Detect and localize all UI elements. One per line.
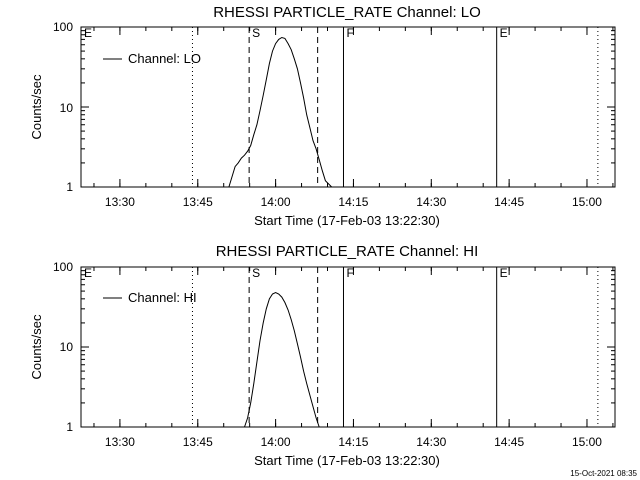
y-tick-label: 10 xyxy=(60,340,74,354)
y-axis: 100 10 1 xyxy=(53,20,615,194)
data-line xyxy=(244,291,320,428)
y-tick-label: 1 xyxy=(66,180,73,194)
legend-label: Channel: HI xyxy=(128,290,197,305)
y-axis-title: Counts/sec xyxy=(29,314,44,380)
marker-label: S xyxy=(252,26,260,40)
y-tick-label: 100 xyxy=(53,260,73,274)
series-line xyxy=(228,36,338,188)
x-tick-label: 14:00 xyxy=(261,195,291,209)
marker-label: E xyxy=(500,26,508,40)
legend: Channel: HI xyxy=(103,290,197,305)
x-tick-label: 14:00 xyxy=(261,435,291,449)
legend: Channel: LO xyxy=(103,51,201,66)
legend-label: Channel: LO xyxy=(128,51,201,66)
series-line xyxy=(244,291,320,428)
x-tick-label: 14:15 xyxy=(338,195,368,209)
x-tick-label: 13:45 xyxy=(183,195,213,209)
chart-panel-hi: RHESSI PARTICLE_RATE Channel: HI 100 10 … xyxy=(29,243,616,468)
chart-title: RHESSI PARTICLE_RATE Channel: LO xyxy=(213,4,481,21)
x-axis-title: Start Time (17-Feb-03 13:22:30) xyxy=(254,453,440,468)
x-axis: 13:30 13:45 14:00 14:15 14:30 14:45 15:00 xyxy=(93,267,614,449)
x-tick-label: 15:00 xyxy=(572,435,602,449)
x-tick-label: 13:30 xyxy=(105,195,135,209)
x-tick-label: 13:30 xyxy=(105,435,135,449)
marker-label: E xyxy=(500,266,508,280)
chart-panel-lo: RHESSI PARTICLE_RATE Channel: LO 100 10 … xyxy=(29,4,616,228)
x-tick-label: 14:45 xyxy=(494,195,524,209)
marker-label: F xyxy=(346,266,353,280)
marker-label: E xyxy=(84,26,92,40)
timestamp: 15-Oct-2021 08:35 xyxy=(570,469,637,478)
y-tick-label: 1 xyxy=(66,420,73,434)
marker-label: E xyxy=(84,266,92,280)
data-line xyxy=(228,36,338,188)
x-tick-label: 15:00 xyxy=(572,195,602,209)
marker-label: S xyxy=(252,266,260,280)
y-tick-label: 100 xyxy=(53,20,73,34)
chart-title: RHESSI PARTICLE_RATE Channel: HI xyxy=(216,243,479,260)
x-tick-label: 14:15 xyxy=(338,435,368,449)
x-axis-title: Start Time (17-Feb-03 13:22:30) xyxy=(254,213,440,228)
x-tick-label: 13:45 xyxy=(183,435,213,449)
marker-label: F xyxy=(346,26,353,40)
x-axis: 13:30 13:45 14:00 14:15 14:30 14:45 15:00 xyxy=(93,27,614,209)
y-axis-title: Counts/sec xyxy=(29,74,44,140)
y-tick-label: 10 xyxy=(60,101,74,115)
x-tick-label: 14:45 xyxy=(494,435,524,449)
y-axis: 100 10 1 xyxy=(53,260,615,434)
x-tick-label: 14:30 xyxy=(416,435,446,449)
x-tick-label: 14:30 xyxy=(416,195,446,209)
